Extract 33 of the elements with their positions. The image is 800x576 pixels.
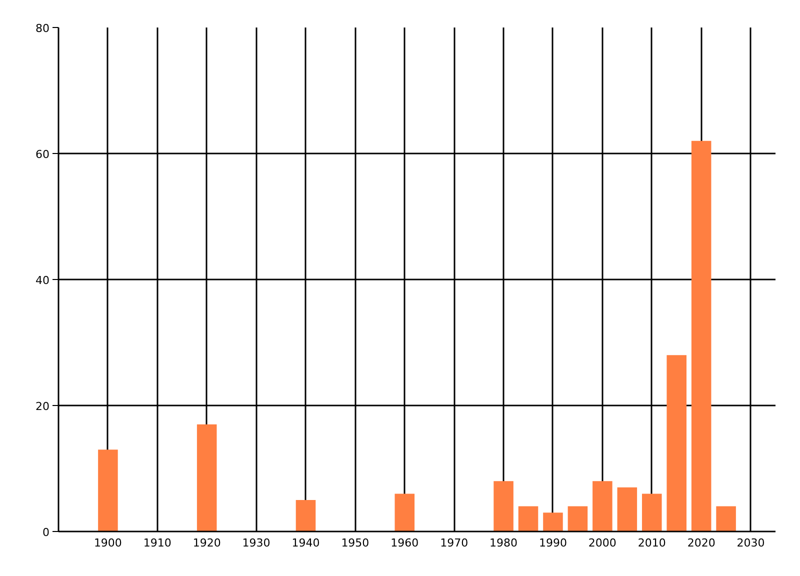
x-tick-label: 1940 xyxy=(292,536,320,550)
x-tick-label: 1990 xyxy=(538,536,567,550)
x-tick-label: 1920 xyxy=(192,536,221,550)
x-tick-label: 1970 xyxy=(440,536,468,550)
x-tick-label: 2020 xyxy=(687,536,716,550)
x-tick-label: 1910 xyxy=(143,536,172,550)
x-tick-label: 1960 xyxy=(390,536,419,550)
x-tick-label: 2030 xyxy=(736,536,765,550)
x-tick-label: 2010 xyxy=(638,536,666,550)
bar xyxy=(543,512,563,532)
y-tick-label: 60 xyxy=(36,148,50,161)
y-tick-label: 40 xyxy=(36,274,50,287)
bar xyxy=(494,481,514,532)
bar xyxy=(196,424,217,532)
bar xyxy=(617,487,638,532)
bar xyxy=(518,506,538,532)
bar xyxy=(642,494,662,532)
x-tick-label: 1980 xyxy=(490,536,518,550)
bar xyxy=(666,355,686,532)
bar xyxy=(296,500,316,532)
x-tick-label: 1950 xyxy=(341,536,370,550)
bar xyxy=(394,494,415,532)
y-tick-label: 0 xyxy=(42,526,50,539)
bar xyxy=(592,481,612,532)
x-tick-label: 1930 xyxy=(242,536,270,550)
bar xyxy=(568,506,588,532)
x-tick-label: 1900 xyxy=(94,536,122,550)
bar xyxy=(716,506,736,532)
y-tick-label: 80 xyxy=(36,22,50,35)
bar xyxy=(98,450,118,532)
x-tick-label: 2000 xyxy=(588,536,616,550)
bar xyxy=(691,140,712,532)
y-tick-label: 20 xyxy=(36,400,50,413)
